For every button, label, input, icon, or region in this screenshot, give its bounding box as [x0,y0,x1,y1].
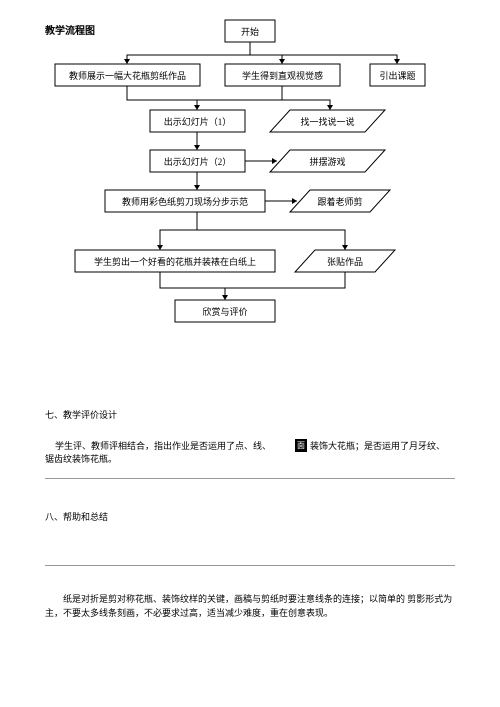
page: 教学流程图 开始教师展示一幅大花瓶剪纸作品学生得到直观视觉感引出课题出示幻灯片（… [0,0,500,707]
section7-badge: 面 [295,439,307,452]
flow-label-n1: 教师展示一幅大花瓶剪纸作品 [55,64,200,86]
divider-2 [45,565,455,566]
flow-label-p2: 拼摆游戏 [280,150,375,172]
section7-line1b: 装饰大花瓶；是否运用了月牙纹、 [310,440,445,454]
flow-label-s4: 学生剪出一个好看的花瓶并装裱在白纸上 [75,250,275,272]
flow-label-n3: 引出课题 [370,64,425,86]
section7-line1a: 学生评、教师评相结合，指出作业是否运用了点、线、 [55,440,271,454]
flow-label-p1: 找一找说一说 [280,110,375,132]
flow-label-p4: 张贴作品 [305,250,385,272]
section8-text: 纸是对折是剪对称花瓶、装饰纹样的关键，画稿与剪纸时要注意线条的连接；以简单的 剪… [45,593,465,620]
flow-label-n2: 学生得到直观视觉感 [225,64,340,86]
flow-label-end: 欣赏与评价 [175,300,275,322]
flow-label-s2: 出示幻灯片（2） [150,150,245,172]
section8-heading: 八、帮助和总结 [45,510,108,523]
section7-line2: 锯齿纹装饰花瓶。 [45,453,117,467]
flow-label-start: 开始 [225,20,275,42]
flow-label-s1: 出示幻灯片（1） [150,110,245,132]
flow-label-p3: 跟着老师剪 [300,190,380,212]
divider-1 [45,478,455,479]
section7-heading: 七、教学评价设计 [45,408,117,421]
flow-label-s3: 教师用彩色纸剪刀现场分步示范 [105,190,265,212]
flowchart-svg [0,0,500,340]
